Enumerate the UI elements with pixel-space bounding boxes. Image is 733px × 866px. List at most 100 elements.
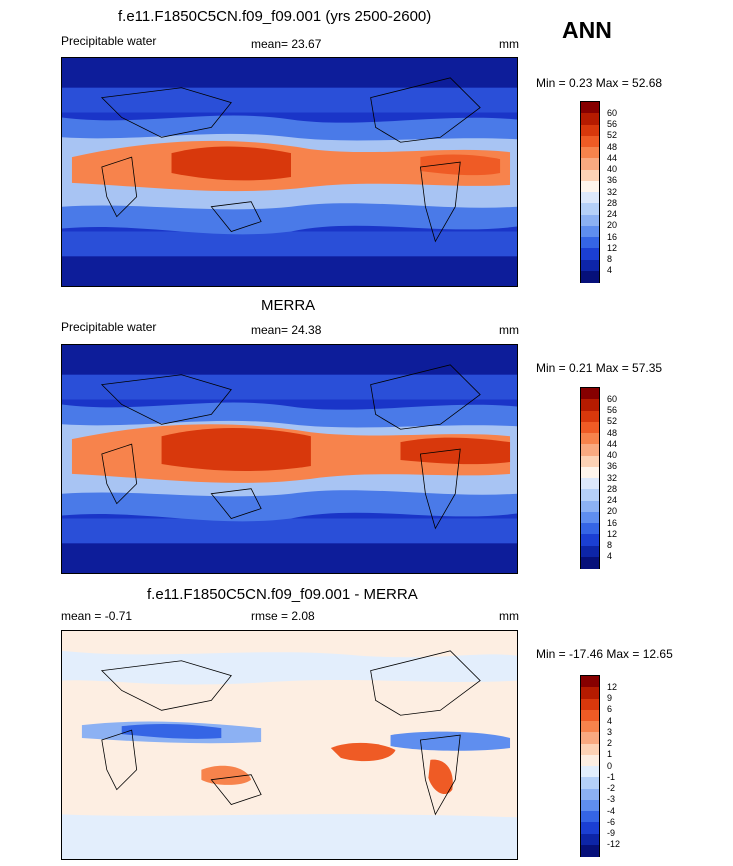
panel-2-map-field — [62, 345, 517, 573]
colorbar-tick-label: -1 — [607, 771, 616, 782]
colorbar-tick-label: 48 — [607, 427, 618, 438]
colorbar-tick-label: 32 — [607, 186, 618, 197]
colorbar-tick-label: 20 — [607, 506, 618, 517]
colorbar-swatch — [581, 192, 599, 204]
colorbar-tick-label: 12 — [607, 681, 618, 692]
panel-1-mean: mean= 23.67 — [251, 37, 322, 51]
panel-1-map — [61, 57, 518, 287]
colorbar-swatch — [581, 545, 599, 558]
colorbar-swatch — [581, 822, 599, 834]
colorbar-swatch — [581, 433, 599, 445]
colorbar-tick-label: 60 — [607, 393, 618, 404]
colorbar-tick-label: 40 — [607, 450, 618, 460]
colorbar-swatch — [581, 180, 599, 193]
colorbar-swatch — [581, 124, 599, 137]
colorbar-swatch — [581, 500, 599, 513]
colorbar-swatch — [581, 147, 599, 159]
colorbar-swatch — [581, 709, 599, 722]
colorbar-tick-label: -2 — [607, 783, 616, 793]
colorbar-tick-label: 44 — [607, 152, 618, 163]
colorbar-tick-label: 2 — [607, 738, 613, 748]
colorbar-swatch — [581, 455, 599, 468]
colorbar-tick-label: 24 — [607, 209, 618, 219]
colorbar-tick-label: 4 — [607, 551, 613, 562]
colorbar-tick-label: 40 — [607, 164, 618, 174]
colorbar-tick-label: 0 — [607, 760, 613, 771]
panel-3-units: mm — [499, 609, 519, 623]
panel-1-map-field — [62, 58, 517, 286]
colorbar-swatch — [581, 421, 599, 434]
colorbar-tick-label: 52 — [607, 130, 618, 141]
colorbar-tick-label: 56 — [607, 119, 618, 129]
colorbar-tick-label: 28 — [607, 483, 618, 494]
panel-1-units: mm — [499, 37, 519, 51]
colorbar-swatch — [581, 214, 599, 227]
panel-3-map-field — [62, 631, 517, 859]
colorbar-swatch — [581, 259, 599, 272]
colorbar-tick-label: 12 — [607, 528, 618, 539]
colorbar-tick-label: 12 — [607, 242, 618, 253]
colorbar-swatch — [581, 237, 599, 249]
colorbar-swatch — [581, 556, 599, 569]
colorbar-swatch — [581, 466, 599, 479]
colorbar-tick-label: 6 — [607, 704, 613, 715]
colorbar-tick-label: 32 — [607, 472, 618, 483]
colorbar-swatch — [581, 676, 599, 688]
colorbar-swatch — [581, 203, 599, 215]
panel-3-mean: mean = -0.71 — [61, 609, 133, 623]
colorbar-swatch — [581, 248, 599, 260]
panel-3-title: f.e11.F1850C5CN.f09_f09.001 - MERRA — [147, 586, 418, 603]
colorbar-tick-label: -12 — [607, 839, 621, 850]
colorbar-tick-label: -4 — [607, 805, 616, 816]
panel-3-colorbar — [580, 675, 600, 857]
colorbar-tick-label: 16 — [607, 517, 618, 528]
colorbar-swatch — [581, 225, 599, 238]
colorbar-swatch — [581, 444, 599, 456]
colorbar-tick-label: 48 — [607, 141, 618, 152]
colorbar-swatch — [581, 534, 599, 546]
panel-3-rmse: rmse = 2.08 — [251, 609, 315, 623]
panel-2-title: MERRA — [261, 297, 316, 314]
colorbar-swatch — [581, 799, 599, 812]
panel-3-minmax: Min = -17.46 Max = 12.65 — [536, 647, 673, 661]
colorbar-tick-label: 60 — [607, 107, 618, 118]
colorbar-swatch — [581, 788, 599, 801]
colorbar-tick-label: 36 — [607, 175, 618, 186]
colorbar-swatch — [581, 410, 599, 423]
colorbar-swatch — [581, 754, 599, 767]
colorbar-swatch — [581, 388, 599, 400]
panel-1-title: f.e11.F1850C5CN.f09_f09.001 (yrs 2500-26… — [118, 8, 432, 25]
colorbar-tick-label: 8 — [607, 540, 613, 550]
season-label: ANN — [562, 17, 612, 43]
colorbar-swatch — [581, 399, 599, 411]
panel-3-map — [61, 630, 518, 860]
colorbar-tick-label: -3 — [607, 794, 616, 805]
colorbar-tick-label: 44 — [607, 438, 618, 449]
colorbar-swatch — [581, 158, 599, 170]
colorbar-tick-label: 28 — [607, 197, 618, 208]
panel-1-left-label: Precipitable water — [61, 34, 157, 48]
colorbar-tick-label: 4 — [607, 265, 613, 276]
panel-1-colorbar — [580, 101, 600, 283]
colorbar-tick-label: 24 — [607, 495, 618, 505]
colorbar-swatch — [581, 732, 599, 744]
colorbar-swatch — [581, 844, 599, 857]
colorbar-swatch — [581, 478, 599, 490]
colorbar-swatch — [581, 698, 599, 711]
colorbar-swatch — [581, 833, 599, 846]
colorbar-tick-label: 4 — [607, 715, 613, 726]
colorbar-tick-label: 56 — [607, 405, 618, 415]
colorbar-swatch — [581, 687, 599, 699]
panel-2-map — [61, 344, 518, 574]
colorbar-tick-label: 52 — [607, 416, 618, 427]
colorbar-tick-label: 8 — [607, 254, 613, 264]
panel-2-left-label: Precipitable water — [61, 320, 157, 334]
colorbar-swatch — [581, 721, 599, 733]
colorbar-swatch — [581, 766, 599, 778]
panel-2-units: mm — [499, 323, 519, 337]
panel-2-colorbar — [580, 387, 600, 569]
colorbar-swatch — [581, 777, 599, 789]
colorbar-swatch — [581, 489, 599, 501]
colorbar-swatch — [581, 102, 599, 114]
colorbar-swatch — [581, 743, 599, 756]
